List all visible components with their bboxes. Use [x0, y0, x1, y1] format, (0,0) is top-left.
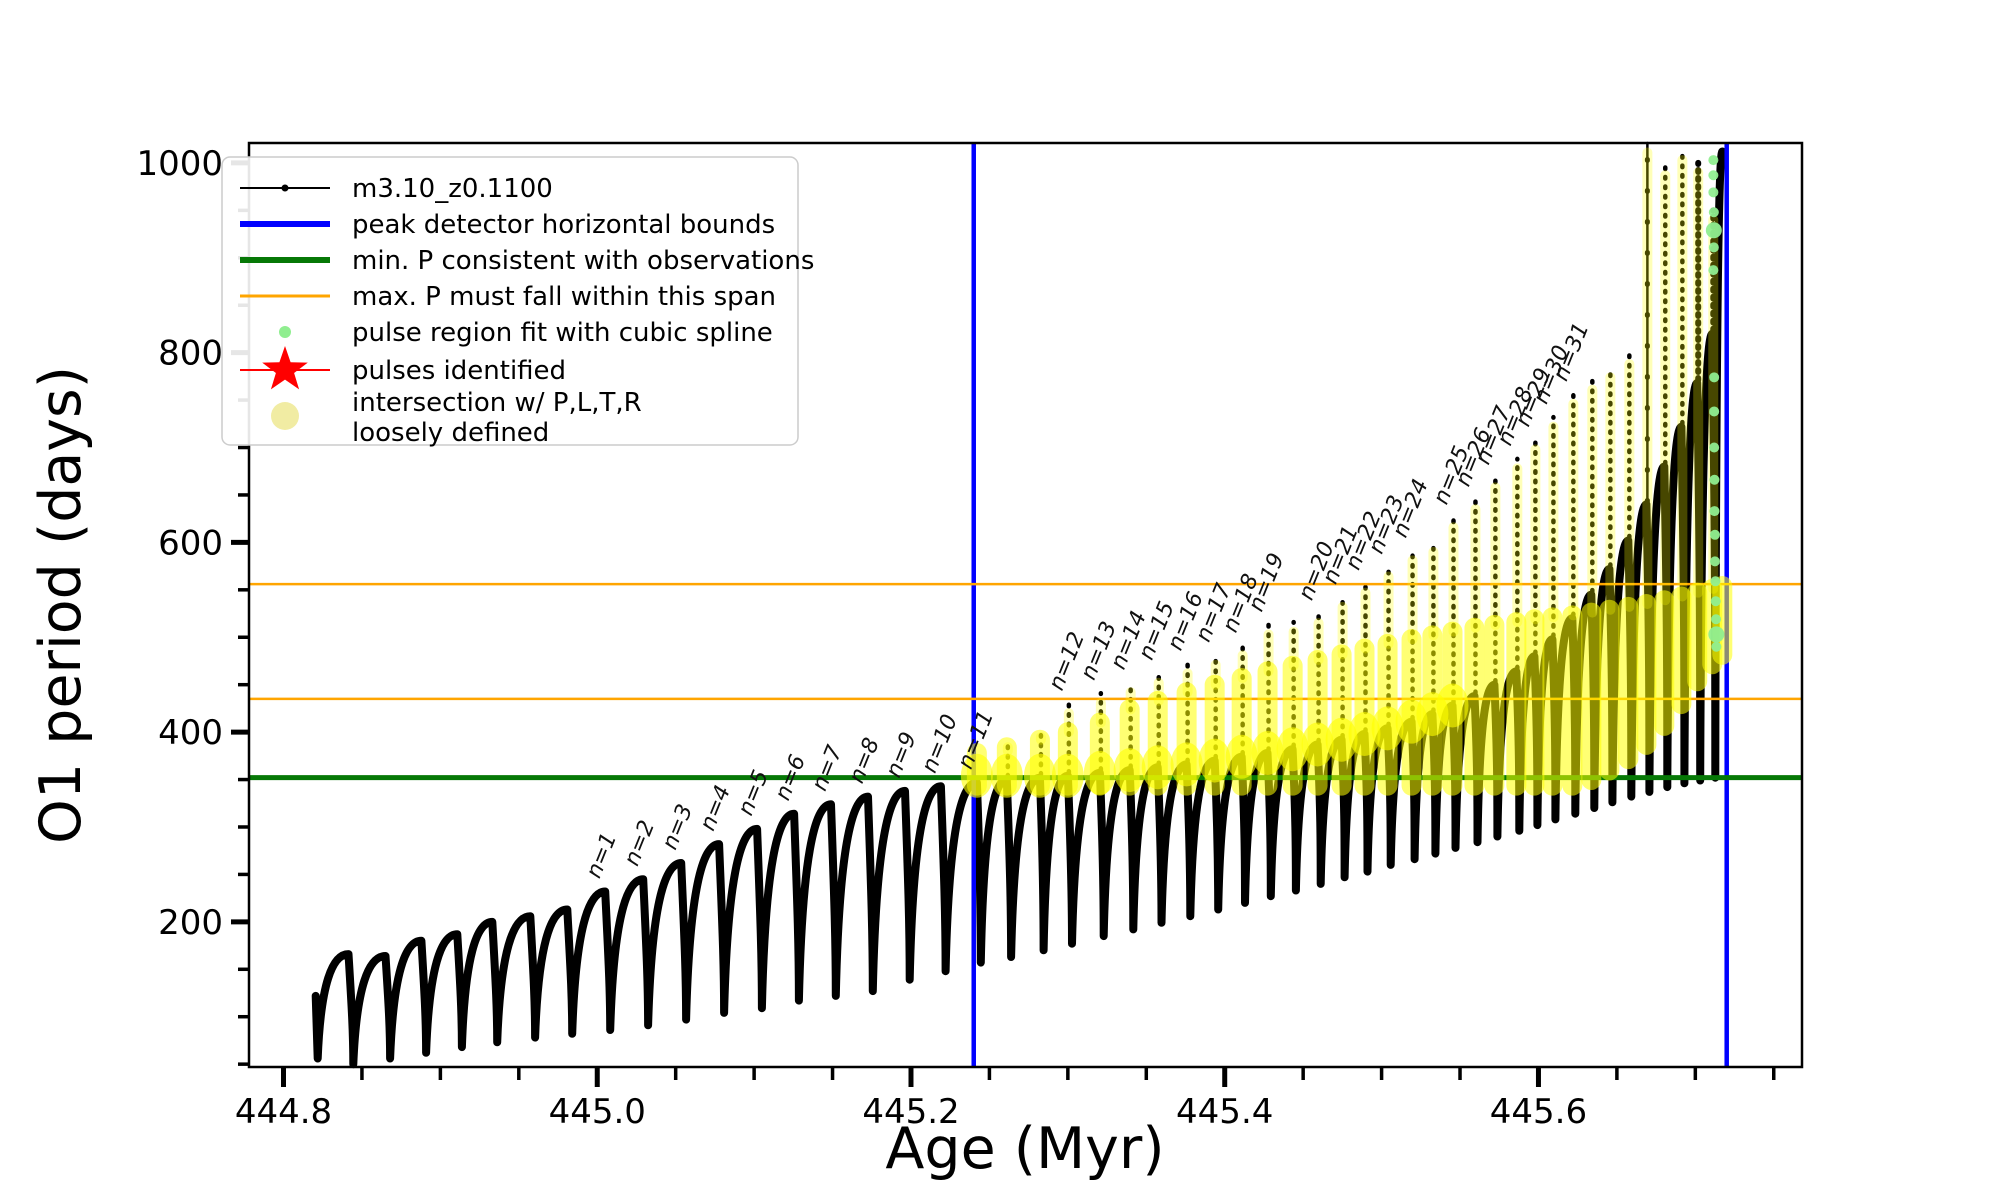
spline-fit-dot: [1709, 474, 1720, 485]
legend-label: pulse region fit with cubic spline: [352, 318, 773, 348]
spline-fit-dot: [1709, 529, 1720, 540]
x-tick-label: 445.2: [862, 1092, 959, 1132]
y-tick-label: 200: [158, 903, 223, 943]
intersection-blob: [1023, 753, 1056, 798]
intersection-blob: [990, 753, 1023, 798]
intersection-blob: [1051, 753, 1084, 798]
spline-fit-dot: [1708, 170, 1719, 181]
intersection-blob: [1113, 748, 1146, 793]
x-tick-label: 445.4: [1176, 1092, 1273, 1132]
pulse-number-label: n=9: [881, 729, 922, 781]
pulse-number-label: n=3: [658, 801, 699, 853]
x-tick-label: 445.6: [1490, 1092, 1587, 1132]
x-axis-label: Age (Myr): [885, 1116, 1164, 1182]
spline-fit-dot: [1711, 641, 1722, 652]
spline-dots-layer: [1705, 155, 1725, 652]
spline-fit-dot: [1709, 372, 1720, 383]
legend-box: [221, 156, 799, 446]
y-tick-label: 400: [158, 713, 223, 753]
intersection-blob: [1198, 738, 1231, 783]
spline-fit-dot: [1709, 442, 1720, 453]
spline-fit-dot: [1705, 222, 1722, 239]
intersection-blob: [1225, 734, 1258, 779]
intersection-blob: [960, 753, 993, 798]
legend-handle-dot: [271, 402, 299, 430]
spline-fit-dot: [1709, 506, 1720, 517]
spline-fit-dot: [1710, 576, 1721, 587]
axes-layer: 444.8 445.0 445.2 445.4 445.6 200 400 600 800 100…: [136, 141, 1804, 1132]
spline-fit-dot: [1708, 187, 1719, 198]
spline-fit-dot: [1708, 265, 1719, 276]
spline-fit-dot: [1709, 406, 1720, 417]
intersection-blob: [1436, 683, 1469, 728]
y-tick-label: 800: [158, 334, 223, 374]
legend-handle-dot: [279, 326, 291, 338]
spline-fit-dot: [1708, 155, 1719, 166]
intersection-blob: [1371, 706, 1404, 751]
pulse-number-label: n=2: [620, 817, 661, 869]
spline-fit-dot: [1711, 614, 1722, 625]
intersection-markers-layer: [960, 147, 1733, 798]
intersection-blob: [1141, 745, 1174, 790]
y-tick-label: 600: [158, 523, 223, 563]
legend-label: intersection w/ P,L,T,R: [352, 388, 642, 418]
legend-handle-star-icon: [262, 346, 308, 390]
legend-label: m3.10_z0.1100: [352, 174, 553, 204]
spline-fit-dot: [1709, 556, 1720, 567]
legend-label: loosely defined: [352, 418, 549, 448]
plot-border: [247, 141, 1804, 1069]
spline-fit-dot: [1708, 207, 1719, 218]
intersection-blob: [1083, 750, 1116, 795]
intersection-blob: [1301, 722, 1334, 767]
legend-label: max. P must fall within this span: [352, 282, 776, 312]
pulse-number-label: n=7: [807, 742, 848, 794]
x-tick-label: 445.0: [549, 1092, 646, 1132]
pulse-number-label: n=4: [695, 782, 736, 834]
pulse-number-label: n=1: [582, 829, 623, 881]
pulse-number-label: n=11: [953, 707, 999, 772]
intersection-blob: [1276, 727, 1309, 772]
legend-label: min. P consistent with observations: [352, 246, 814, 276]
legend-label: peak detector horizontal bounds: [352, 210, 775, 240]
y-tick-label: 1000: [136, 144, 223, 184]
pulse-number-label: n=5: [733, 767, 774, 819]
x-tick-label: 444.8: [235, 1092, 332, 1132]
spline-fit-dot: [1708, 626, 1725, 643]
intersection-blob: [1170, 742, 1203, 787]
legend-handle-dot: [281, 184, 289, 192]
pulse-number-label: n=10: [917, 711, 963, 776]
legend-label: pulses identified: [352, 356, 566, 386]
spline-fit-dot: [1710, 596, 1721, 607]
spline-fit-dot: [1708, 242, 1719, 253]
y-axis-label: O1 period (days): [28, 366, 94, 844]
intersection-blob: [1251, 730, 1284, 775]
